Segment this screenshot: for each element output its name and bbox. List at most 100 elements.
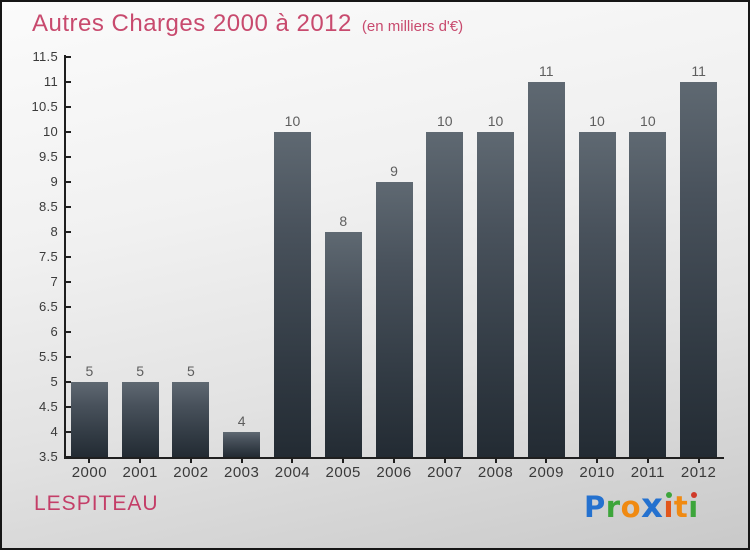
x-tick-mark: [88, 459, 91, 463]
company-name: LESPITEAU: [34, 492, 159, 515]
logo-letter-i: ı: [688, 490, 699, 524]
y-tick-label: 11.5: [32, 49, 58, 64]
bar-value-label: 5: [187, 363, 195, 379]
x-tick-label: 2011: [630, 464, 665, 481]
logo-letter-x: x: [641, 486, 664, 526]
x-axis-line: [64, 457, 724, 459]
bar-value-label: 9: [390, 163, 398, 179]
logo-i-dot: [690, 492, 697, 498]
bar-value-label: 11: [691, 63, 706, 79]
x-tick-label: 2006: [376, 464, 412, 481]
x-tick-mark: [291, 459, 294, 463]
x-tick-mark: [545, 459, 548, 463]
x-tick-mark: [596, 459, 599, 463]
y-tick-label: 6.5: [39, 299, 58, 314]
bar: [527, 82, 565, 457]
x-tick-mark: [240, 459, 243, 463]
x-tick-label: 2012: [680, 464, 717, 481]
bar-value-label: 5: [85, 363, 94, 379]
bar: [70, 382, 108, 457]
y-tick-mark: [66, 206, 71, 208]
chart-header: Autres Charges 2000 à 2012 (en milliers d…: [32, 10, 463, 38]
y-tick-label: 6: [50, 324, 58, 339]
y-tick-label: 8: [50, 224, 58, 239]
x-tick-label: 2008: [477, 464, 514, 481]
y-tick-label: 9: [50, 174, 58, 189]
bar: [629, 132, 667, 457]
logo-letter-t: t: [673, 490, 689, 524]
chart-title: Autres Charges 2000 à 2012: [32, 10, 352, 37]
bar-value-label: 10: [487, 113, 504, 129]
y-tick-mark: [66, 456, 71, 458]
y-tick-mark: [66, 306, 71, 308]
y-tick-mark: [66, 381, 71, 383]
y-tick-mark: [66, 56, 71, 58]
bar: [223, 432, 261, 457]
x-tick-label: 2001: [122, 464, 158, 481]
y-tick-label: 9.5: [39, 149, 58, 164]
x-tick-label: 2003: [224, 464, 260, 481]
x-tick-label: 2010: [579, 464, 615, 481]
x-tick-label: 2005: [325, 464, 361, 481]
y-tick-label: 4.5: [39, 399, 58, 414]
y-tick-mark: [66, 81, 71, 83]
y-tick-mark: [66, 281, 71, 283]
y-tick-label: 7.5: [39, 249, 58, 264]
y-tick-label: 10.5: [31, 99, 58, 114]
x-tick-label: 2000: [71, 464, 108, 481]
x-tick-label: 2004: [274, 464, 311, 481]
logo-i-dot: [665, 492, 672, 498]
x-tick-mark: [189, 459, 192, 463]
bar: [375, 182, 413, 457]
y-tick-mark: [66, 331, 71, 333]
logo-letter-o: o: [620, 490, 642, 524]
bar: [273, 132, 311, 457]
x-tick-mark: [393, 459, 395, 463]
y-tick-label: 7: [50, 274, 58, 289]
y-tick-mark: [66, 181, 71, 183]
y-tick-mark: [66, 356, 71, 358]
x-tick-mark: [342, 459, 345, 463]
bar: [578, 132, 616, 457]
bar: [477, 132, 515, 457]
y-tick-mark: [66, 106, 71, 108]
y-tick-label: 5.5: [39, 349, 58, 364]
x-tick-mark: [646, 459, 649, 463]
bar-value-label: 5: [136, 363, 145, 379]
x-tick-label: 2002: [173, 464, 209, 481]
chart-subtitle: (en milliers d'€): [361, 18, 464, 35]
logo-letter-p: P: [584, 490, 606, 524]
y-tick-label: 5: [50, 374, 58, 389]
bar-value-label: 10: [640, 113, 656, 129]
y-tick-mark: [66, 406, 71, 408]
bar: [426, 132, 464, 457]
y-tick-mark: [66, 231, 71, 233]
y-tick-label: 10: [42, 124, 58, 139]
y-tick-label: 3.5: [39, 449, 58, 464]
x-tick-mark: [443, 459, 446, 463]
x-tick-mark: [494, 459, 497, 463]
bar: [121, 382, 159, 457]
y-tick-mark: [66, 131, 71, 133]
y-tick-mark: [66, 256, 71, 258]
bar-value-label: 11: [539, 63, 554, 79]
x-tick-label: 2007: [427, 464, 463, 481]
logo-letter-i: ı: [663, 490, 674, 524]
bar: [680, 82, 718, 457]
y-tick-mark: [66, 156, 71, 158]
y-tick-label: 8.5: [39, 199, 58, 214]
bar: [172, 382, 210, 457]
proxiti-logo: Proxı tı: [584, 488, 699, 525]
bar-value-label: 8: [339, 213, 348, 229]
x-tick-mark: [139, 459, 142, 463]
y-axis-line: [64, 55, 66, 459]
y-tick-mark: [66, 431, 71, 433]
x-tick-label: 2009: [528, 464, 564, 481]
bar-value-label: 10: [436, 113, 453, 129]
y-tick-label: 11: [43, 74, 58, 89]
bar-value-label: 4: [237, 413, 246, 429]
x-tick-mark: [697, 459, 700, 463]
y-tick-label: 4: [50, 424, 58, 439]
bar-value-label: 10: [284, 113, 301, 129]
